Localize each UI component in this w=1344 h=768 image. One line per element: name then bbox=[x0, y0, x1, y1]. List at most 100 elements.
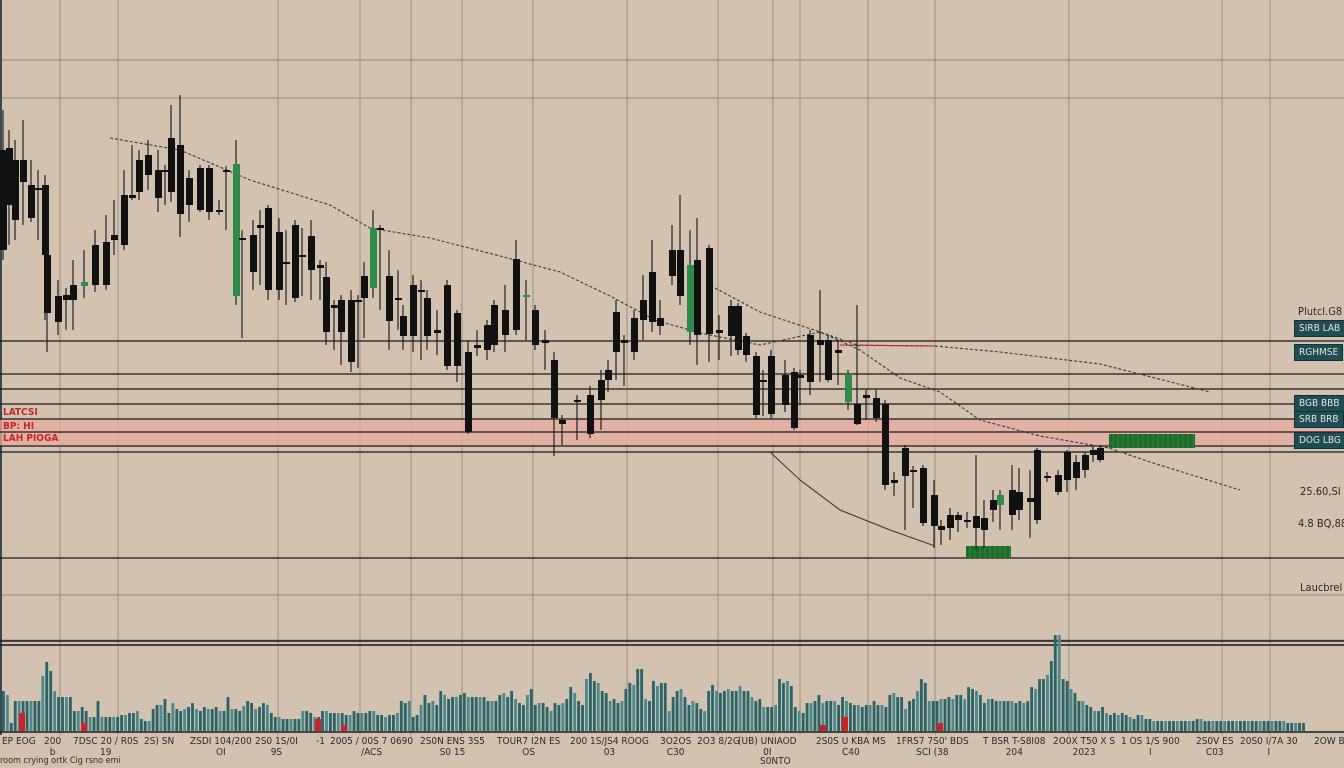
volume-bar bbox=[195, 709, 198, 731]
volume-bar bbox=[191, 703, 194, 731]
candle-body bbox=[145, 155, 152, 175]
candle-body bbox=[377, 228, 384, 230]
volume-bar bbox=[577, 701, 581, 731]
volume-bar bbox=[963, 699, 967, 731]
candle-body bbox=[559, 420, 566, 424]
candle-body bbox=[687, 265, 694, 332]
volume-bar bbox=[155, 705, 159, 731]
level-annotation: LAH PIOGA bbox=[3, 433, 59, 444]
tick-line-2: 2023 bbox=[1072, 747, 1096, 758]
volume-bar bbox=[1231, 721, 1234, 731]
candle-body bbox=[454, 313, 461, 366]
volume-bar bbox=[616, 703, 620, 731]
time-tick-label: (UB) UNIAOD 0I bbox=[738, 736, 797, 758]
candle-body bbox=[973, 516, 980, 528]
volume-bar bbox=[947, 697, 951, 731]
candle-body bbox=[395, 298, 402, 300]
tick-line-1: 3O2OS bbox=[660, 736, 692, 747]
candle-body bbox=[283, 262, 290, 264]
time-tick-label: ZSDI 104/200 OI bbox=[190, 736, 252, 758]
volume-bar bbox=[1085, 705, 1089, 731]
volume-bar bbox=[348, 715, 352, 731]
volume-bar bbox=[1057, 635, 1061, 731]
volume-bar bbox=[1045, 675, 1049, 731]
tick-line-1: 2O3 8/2G bbox=[697, 736, 740, 747]
price-tag: SRB BRB bbox=[1294, 411, 1344, 428]
volume-bar bbox=[711, 685, 714, 731]
candle-body bbox=[735, 306, 742, 350]
volume-bar bbox=[372, 711, 376, 731]
candle-body bbox=[386, 276, 393, 321]
volume-bar bbox=[821, 703, 825, 731]
volume-down-marker bbox=[937, 723, 943, 731]
volume-bar bbox=[352, 711, 356, 731]
candle-body bbox=[0, 150, 7, 250]
volume-bar bbox=[663, 683, 667, 731]
candle-body bbox=[532, 310, 539, 345]
volume-bar bbox=[301, 711, 305, 731]
volume-bar bbox=[80, 707, 84, 731]
candle-body bbox=[760, 380, 767, 382]
tick-line-2: S0 15 bbox=[439, 747, 466, 758]
volume-bar bbox=[281, 719, 285, 731]
tick-line-1: T BSR T-S8I08 bbox=[983, 736, 1046, 747]
candle-body bbox=[964, 520, 971, 522]
candle-body bbox=[845, 374, 852, 402]
volume-bar bbox=[100, 717, 104, 731]
volume-bar bbox=[147, 721, 151, 731]
volume-bar bbox=[167, 713, 171, 731]
candle-body bbox=[706, 248, 713, 334]
volume-bar bbox=[1010, 701, 1014, 731]
volume-bar bbox=[529, 689, 533, 731]
tick-line-1: 200 1S/JS4 ROOG bbox=[570, 736, 649, 747]
candle-body bbox=[6, 148, 13, 205]
candle-body bbox=[791, 372, 798, 428]
volume-bar bbox=[49, 671, 53, 731]
volume-bar bbox=[652, 681, 655, 731]
candle-body bbox=[70, 285, 77, 300]
volume-bar bbox=[1262, 721, 1266, 731]
volume-bar bbox=[770, 707, 774, 731]
candle-body bbox=[931, 495, 938, 526]
candle-body bbox=[825, 340, 832, 380]
time-tick-label: 1FRS7 7S0' BDS SCI (38 bbox=[896, 736, 969, 758]
time-tick-label: T BSR T-S8I08 204 bbox=[983, 736, 1046, 758]
volume-bar bbox=[198, 711, 202, 731]
volume-bar bbox=[380, 715, 384, 731]
volume-bar bbox=[908, 701, 911, 731]
volume-bar bbox=[1294, 723, 1298, 731]
volume-bar bbox=[813, 701, 817, 731]
volume-bar bbox=[620, 701, 624, 731]
volume-bar bbox=[754, 701, 758, 731]
volume-bar bbox=[1101, 707, 1104, 731]
volume-bar bbox=[1156, 721, 1160, 731]
volume-bar bbox=[321, 711, 324, 731]
volume-bar bbox=[1030, 687, 1034, 731]
tick-line-1: 200 bbox=[44, 736, 62, 747]
volume-bar bbox=[1061, 679, 1065, 731]
price-axis-label: Laucbrel bbox=[1300, 581, 1343, 594]
volume-bar bbox=[242, 706, 246, 731]
volume-bar bbox=[971, 689, 974, 731]
volume-bar bbox=[1164, 721, 1168, 731]
volume-bar bbox=[258, 707, 261, 731]
candle-body bbox=[817, 340, 824, 345]
candle-body bbox=[55, 296, 62, 322]
candle-body bbox=[753, 356, 760, 415]
volume-bar bbox=[1168, 721, 1171, 731]
volume-bar bbox=[837, 705, 841, 731]
volume-bar bbox=[482, 697, 486, 731]
candle-body bbox=[863, 395, 870, 398]
volume-bar bbox=[880, 705, 884, 731]
volume-bar bbox=[785, 681, 789, 731]
volume-bar bbox=[490, 701, 494, 731]
volume-bar bbox=[1093, 711, 1097, 731]
candle-body bbox=[348, 300, 355, 362]
tick-line-1: 2OW B bbox=[1314, 736, 1344, 747]
volume-bar bbox=[856, 705, 860, 731]
candle-body bbox=[613, 312, 620, 352]
volume-bar bbox=[128, 713, 131, 731]
volume-bar bbox=[994, 701, 998, 731]
volume-bar bbox=[72, 711, 76, 731]
tick-line-2: OS bbox=[522, 747, 536, 758]
